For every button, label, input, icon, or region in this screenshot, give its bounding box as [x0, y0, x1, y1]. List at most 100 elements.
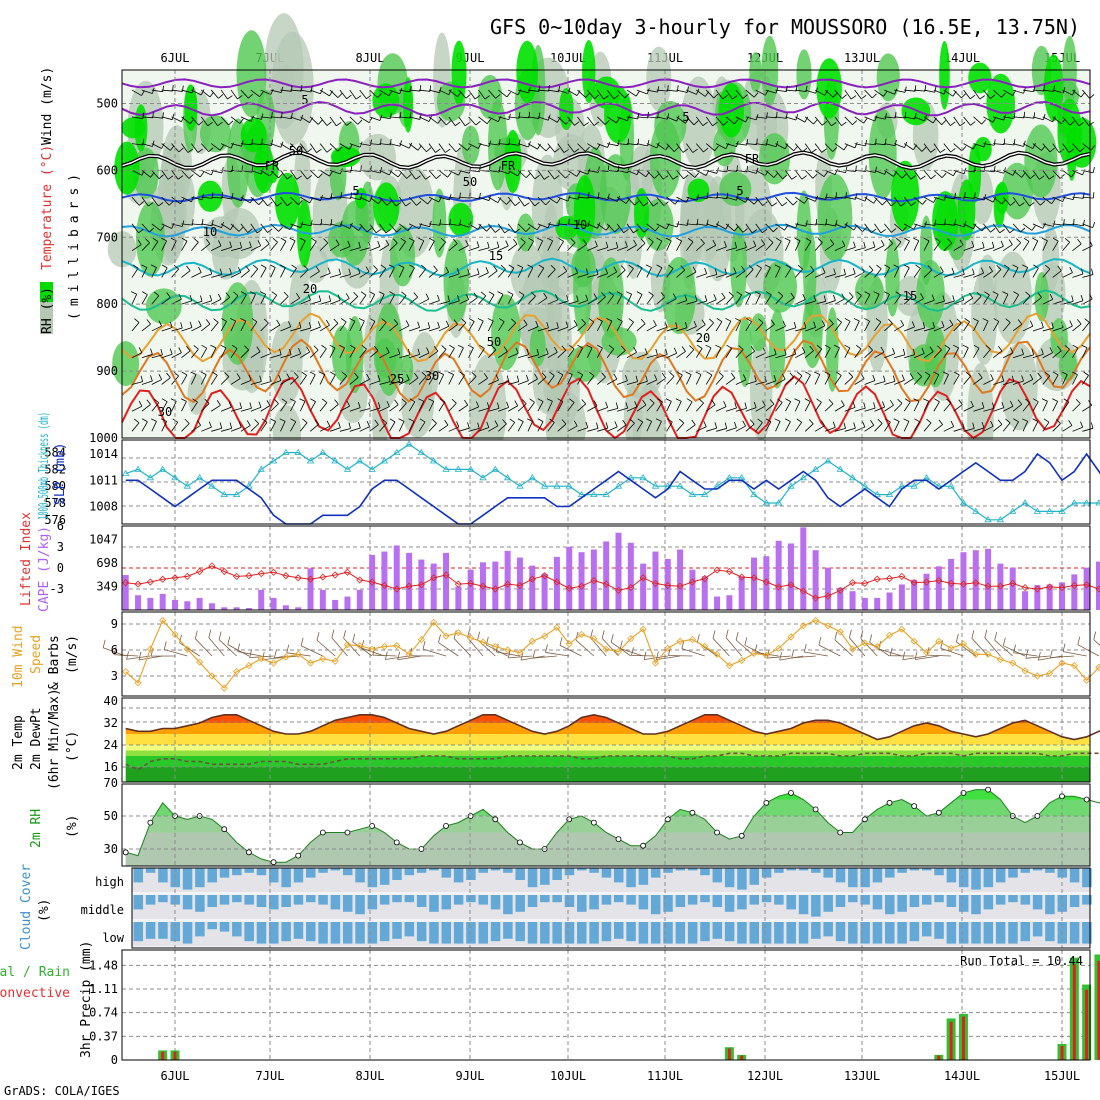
- wind-barb-tick: [753, 401, 757, 408]
- cape-bar: [714, 596, 721, 610]
- cape-bar: [997, 563, 1004, 610]
- wind-barb: [626, 143, 638, 146]
- cloud-bar: [1020, 868, 1031, 873]
- wind-barb-tick: [998, 345, 1003, 352]
- wind-barb-tick: [1078, 121, 1085, 127]
- wind10m-barb-tick: [237, 643, 241, 652]
- wind-barb: [201, 300, 212, 305]
- wind-barb-tick: [491, 345, 497, 350]
- wind-barb: [171, 240, 177, 251]
- wind-barb-tick: [692, 148, 698, 153]
- wind-barb-tick: [270, 89, 274, 95]
- wind-speed-point: [368, 645, 376, 653]
- wind-barb: [161, 267, 168, 278]
- wind-barb-tick: [323, 238, 329, 244]
- wind-barb: [349, 377, 359, 385]
- cloud-bar: [650, 922, 661, 944]
- wind-barb-tick: [138, 228, 144, 234]
- wind-barb-tick: [947, 238, 953, 244]
- wind-barb-tick: [1051, 322, 1054, 329]
- tick-label: 0: [57, 561, 64, 575]
- wind-barb: [141, 323, 151, 332]
- rh-shade-saturated: [816, 58, 842, 119]
- wind-barb-tick: [189, 118, 195, 124]
- wind-barb: [428, 143, 436, 153]
- wind-barb-tick: [938, 419, 943, 425]
- wind-barb-tick: [829, 318, 834, 325]
- wind-barb: [1062, 241, 1070, 251]
- slp-line: [125, 452, 1100, 525]
- rh-shade-humid: [389, 225, 416, 287]
- wind-barb-tick: [269, 264, 276, 268]
- wind-barb-tick: [738, 345, 744, 350]
- wind10m-barb-tick: [601, 630, 605, 639]
- wind-barb-tick: [161, 264, 168, 269]
- wind-barb-tick: [406, 174, 412, 179]
- wind-barb-tick: [464, 399, 469, 406]
- wind-barb-tick: [397, 375, 401, 382]
- rh-shade-humid: [868, 108, 897, 199]
- pressure-tick-label: 500: [96, 96, 118, 110]
- wind-barb: [884, 143, 896, 147]
- wind-barb-tick: [431, 418, 437, 424]
- wind-barb-tick: [912, 348, 916, 355]
- wind-barb: [943, 116, 951, 126]
- wind-barb-tick: [396, 227, 402, 233]
- wind-barb: [1012, 89, 1024, 94]
- wind-barb-tick: [922, 322, 926, 329]
- wind-barb-tick: [844, 318, 851, 322]
- li-point: [984, 582, 992, 590]
- wind-barb-tick: [1037, 292, 1042, 298]
- thickness-point: [565, 482, 573, 489]
- wind-barb-tick: [654, 173, 659, 179]
- cloud-bar: [318, 922, 328, 944]
- wind-barb-tick: [736, 194, 739, 201]
- wind-barb-tick: [865, 139, 868, 146]
- cloud-bar: [145, 895, 156, 905]
- cloud-bar: [921, 868, 932, 871]
- wind-barb: [250, 321, 258, 332]
- wind-barb-tick: [596, 318, 603, 322]
- wind-barb-tick: [666, 418, 673, 423]
- wind-barb-tick: [585, 92, 590, 98]
- wind-barb-tick: [954, 192, 956, 199]
- wind-barb: [805, 326, 816, 332]
- wind-barb: [1072, 116, 1080, 127]
- wind-barb: [131, 244, 142, 251]
- wind-barb: [973, 407, 985, 412]
- wind-barb: [834, 375, 842, 385]
- wind-barb: [963, 273, 975, 278]
- rh-shade-moist: [681, 76, 717, 170]
- rh-shade-saturated: [968, 62, 992, 94]
- wind-barb-tick: [388, 375, 391, 382]
- wind-barb-tick: [140, 375, 144, 382]
- wind-barb-tick: [854, 142, 858, 148]
- wind-barb: [547, 170, 555, 180]
- wind-barb-tick: [473, 292, 478, 298]
- rh-shade-humid: [885, 238, 900, 317]
- wind-barb-tick: [1041, 145, 1046, 151]
- thickness-point: [1082, 499, 1091, 506]
- wind-barb-tick: [445, 266, 449, 273]
- wind-barb: [141, 223, 150, 233]
- wind-barb: [1052, 143, 1060, 153]
- thickness-point: [590, 490, 598, 497]
- wind-barb-tick: [852, 401, 856, 408]
- cloud-bar: [577, 868, 587, 871]
- thickness-point: [454, 465, 463, 472]
- wind-barb-tick: [326, 148, 332, 153]
- wind-barb: [903, 170, 912, 180]
- wind-barb-tick: [597, 222, 601, 229]
- wind-barb-tick: [537, 143, 541, 150]
- wind-barb-tick: [557, 371, 564, 376]
- wind-barb: [418, 116, 430, 122]
- wind-barb: [715, 223, 726, 230]
- wind-barb: [597, 247, 608, 252]
- wind-barb-tick: [754, 291, 761, 295]
- cloud-bar: [971, 895, 981, 915]
- wind-barb: [775, 89, 787, 92]
- cape-bar: [381, 551, 388, 610]
- cloud-bar: [342, 868, 353, 876]
- wind-barb: [646, 325, 657, 332]
- wind-barb-tick: [317, 119, 323, 125]
